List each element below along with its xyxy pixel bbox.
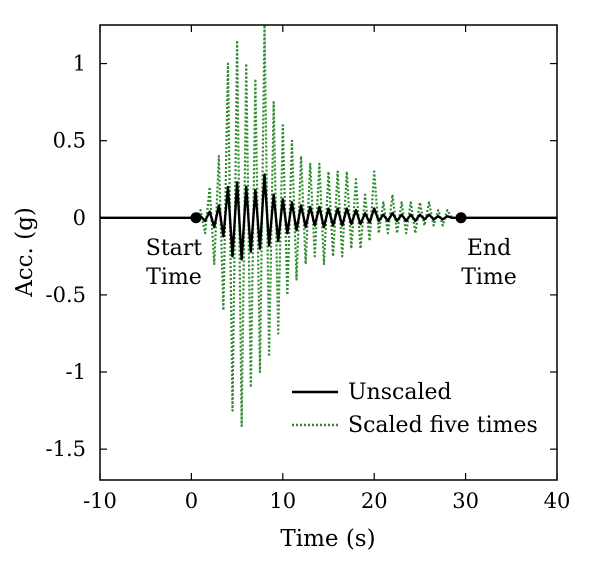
x-axis-label: Time (s) xyxy=(280,526,375,552)
y-tick-label: -1.5 xyxy=(46,437,87,461)
series-line-scaled xyxy=(100,25,557,428)
end-time-marker xyxy=(455,212,467,224)
y-tick-label: -1 xyxy=(66,360,86,384)
legend-label-unscaled: Unscaled xyxy=(348,380,452,405)
end-time-annotation: Time xyxy=(461,265,517,290)
y-tick-label: 1 xyxy=(73,52,86,76)
end-time-annotation: End xyxy=(467,236,511,261)
x-tick-label: 20 xyxy=(361,489,388,513)
x-tick-label: 30 xyxy=(452,489,479,513)
start-time-annotation: Start xyxy=(146,236,203,261)
series-line-unscaled xyxy=(100,173,557,261)
start-time-marker xyxy=(190,212,202,224)
start-time-annotation: Time xyxy=(146,265,202,290)
y-tick-label: -0.5 xyxy=(46,283,87,307)
y-tick-label: 0 xyxy=(73,206,86,230)
x-tick-label: 0 xyxy=(185,489,198,513)
x-tick-label: 40 xyxy=(544,489,571,513)
y-axis-label: Acc. (g) xyxy=(12,207,38,298)
legend: Unscaled Scaled five times xyxy=(292,380,538,438)
x-tick-label: 10 xyxy=(269,489,296,513)
y-tick-label: 0.5 xyxy=(53,129,86,153)
x-tick-label: -10 xyxy=(83,489,117,513)
legend-label-scaled: Scaled five times xyxy=(348,413,538,438)
plot-frame xyxy=(99,24,558,481)
